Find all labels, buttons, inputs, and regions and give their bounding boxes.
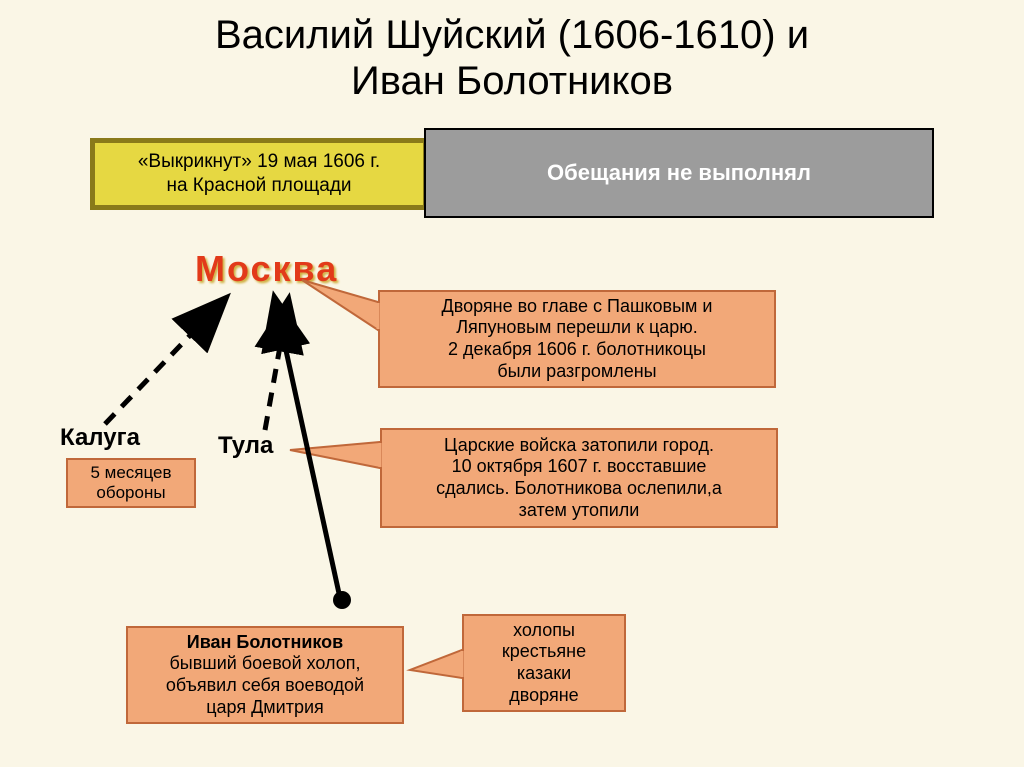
moscow-callout-l1: Дворяне во главе с Пашковым и <box>442 296 713 318</box>
start-dot <box>333 591 351 609</box>
bolotnikov-l3: царя Дмитрия <box>206 697 324 719</box>
title-line2: Иван Болотников <box>351 59 673 103</box>
tula-callout-l3: сдались. Болотникова ослепили,а <box>436 478 722 500</box>
arrow-kaluga-moscow <box>105 300 224 424</box>
gray-promises-box: Обещания не выполнял <box>424 128 934 218</box>
groups-l3: казаки <box>517 663 571 685</box>
moscow-callout-box: Дворяне во главе с Пашковым и Ляпуновым … <box>378 290 776 388</box>
bolotnikov-title: Иван Болотников <box>187 632 343 654</box>
tula-callout-l1: Царские войска затопили город. <box>444 435 714 457</box>
arrow-tula-moscow <box>265 302 288 430</box>
title-line1: Василий Шуйский (1606-1610) и <box>215 13 809 57</box>
tula-callout-pointer <box>290 442 380 468</box>
yellow-line2: на Красной площади <box>166 174 351 198</box>
bolotnikov-l2: объявил себя воеводой <box>166 675 364 697</box>
groups-callout-pointer <box>410 650 462 678</box>
kaluga-def-line2: обороны <box>96 483 165 503</box>
tula-label: Тула <box>218 432 273 460</box>
moscow-callout-l3: 2 декабря 1606 г. болотникоцы <box>448 339 706 361</box>
yellow-line1: «Выкрикнут» 19 мая 1606 г. <box>138 150 380 174</box>
bolotnikov-box: Иван Болотников бывший боевой холоп, объ… <box>126 626 404 724</box>
bolotnikov-l1: бывший боевой холоп, <box>170 653 361 675</box>
moscow-callout-l4: были разгромлены <box>497 361 656 383</box>
arrow-start-moscow <box>275 300 340 598</box>
tula-callout-box: Царские войска затопили город. 10 октябр… <box>380 428 778 528</box>
page-title: Василий Шуйский (1606-1610) и Иван Болот… <box>0 0 1024 104</box>
groups-l1: холопы <box>513 620 575 642</box>
groups-callout-box: холопы крестьяне казаки дворяне <box>462 614 626 712</box>
moscow-label: Москва <box>195 248 338 290</box>
tula-callout-l2: 10 октября 1607 г. восставшие <box>452 456 707 478</box>
kaluga-label: Калуга <box>60 424 140 452</box>
kaluga-defense-box: 5 месяцев обороны <box>66 458 196 508</box>
yellow-proclamation-box: «Выкрикнут» 19 мая 1606 г. на Красной пл… <box>90 138 428 210</box>
tula-callout-l4: затем утопили <box>519 500 640 522</box>
gray-text: Обещания не выполнял <box>547 160 811 186</box>
groups-l4: дворяне <box>509 685 578 707</box>
groups-l2: крестьяне <box>502 641 586 663</box>
moscow-callout-l2: Ляпуновым перешли к царю. <box>456 317 698 339</box>
kaluga-def-line1: 5 месяцев <box>90 463 171 483</box>
